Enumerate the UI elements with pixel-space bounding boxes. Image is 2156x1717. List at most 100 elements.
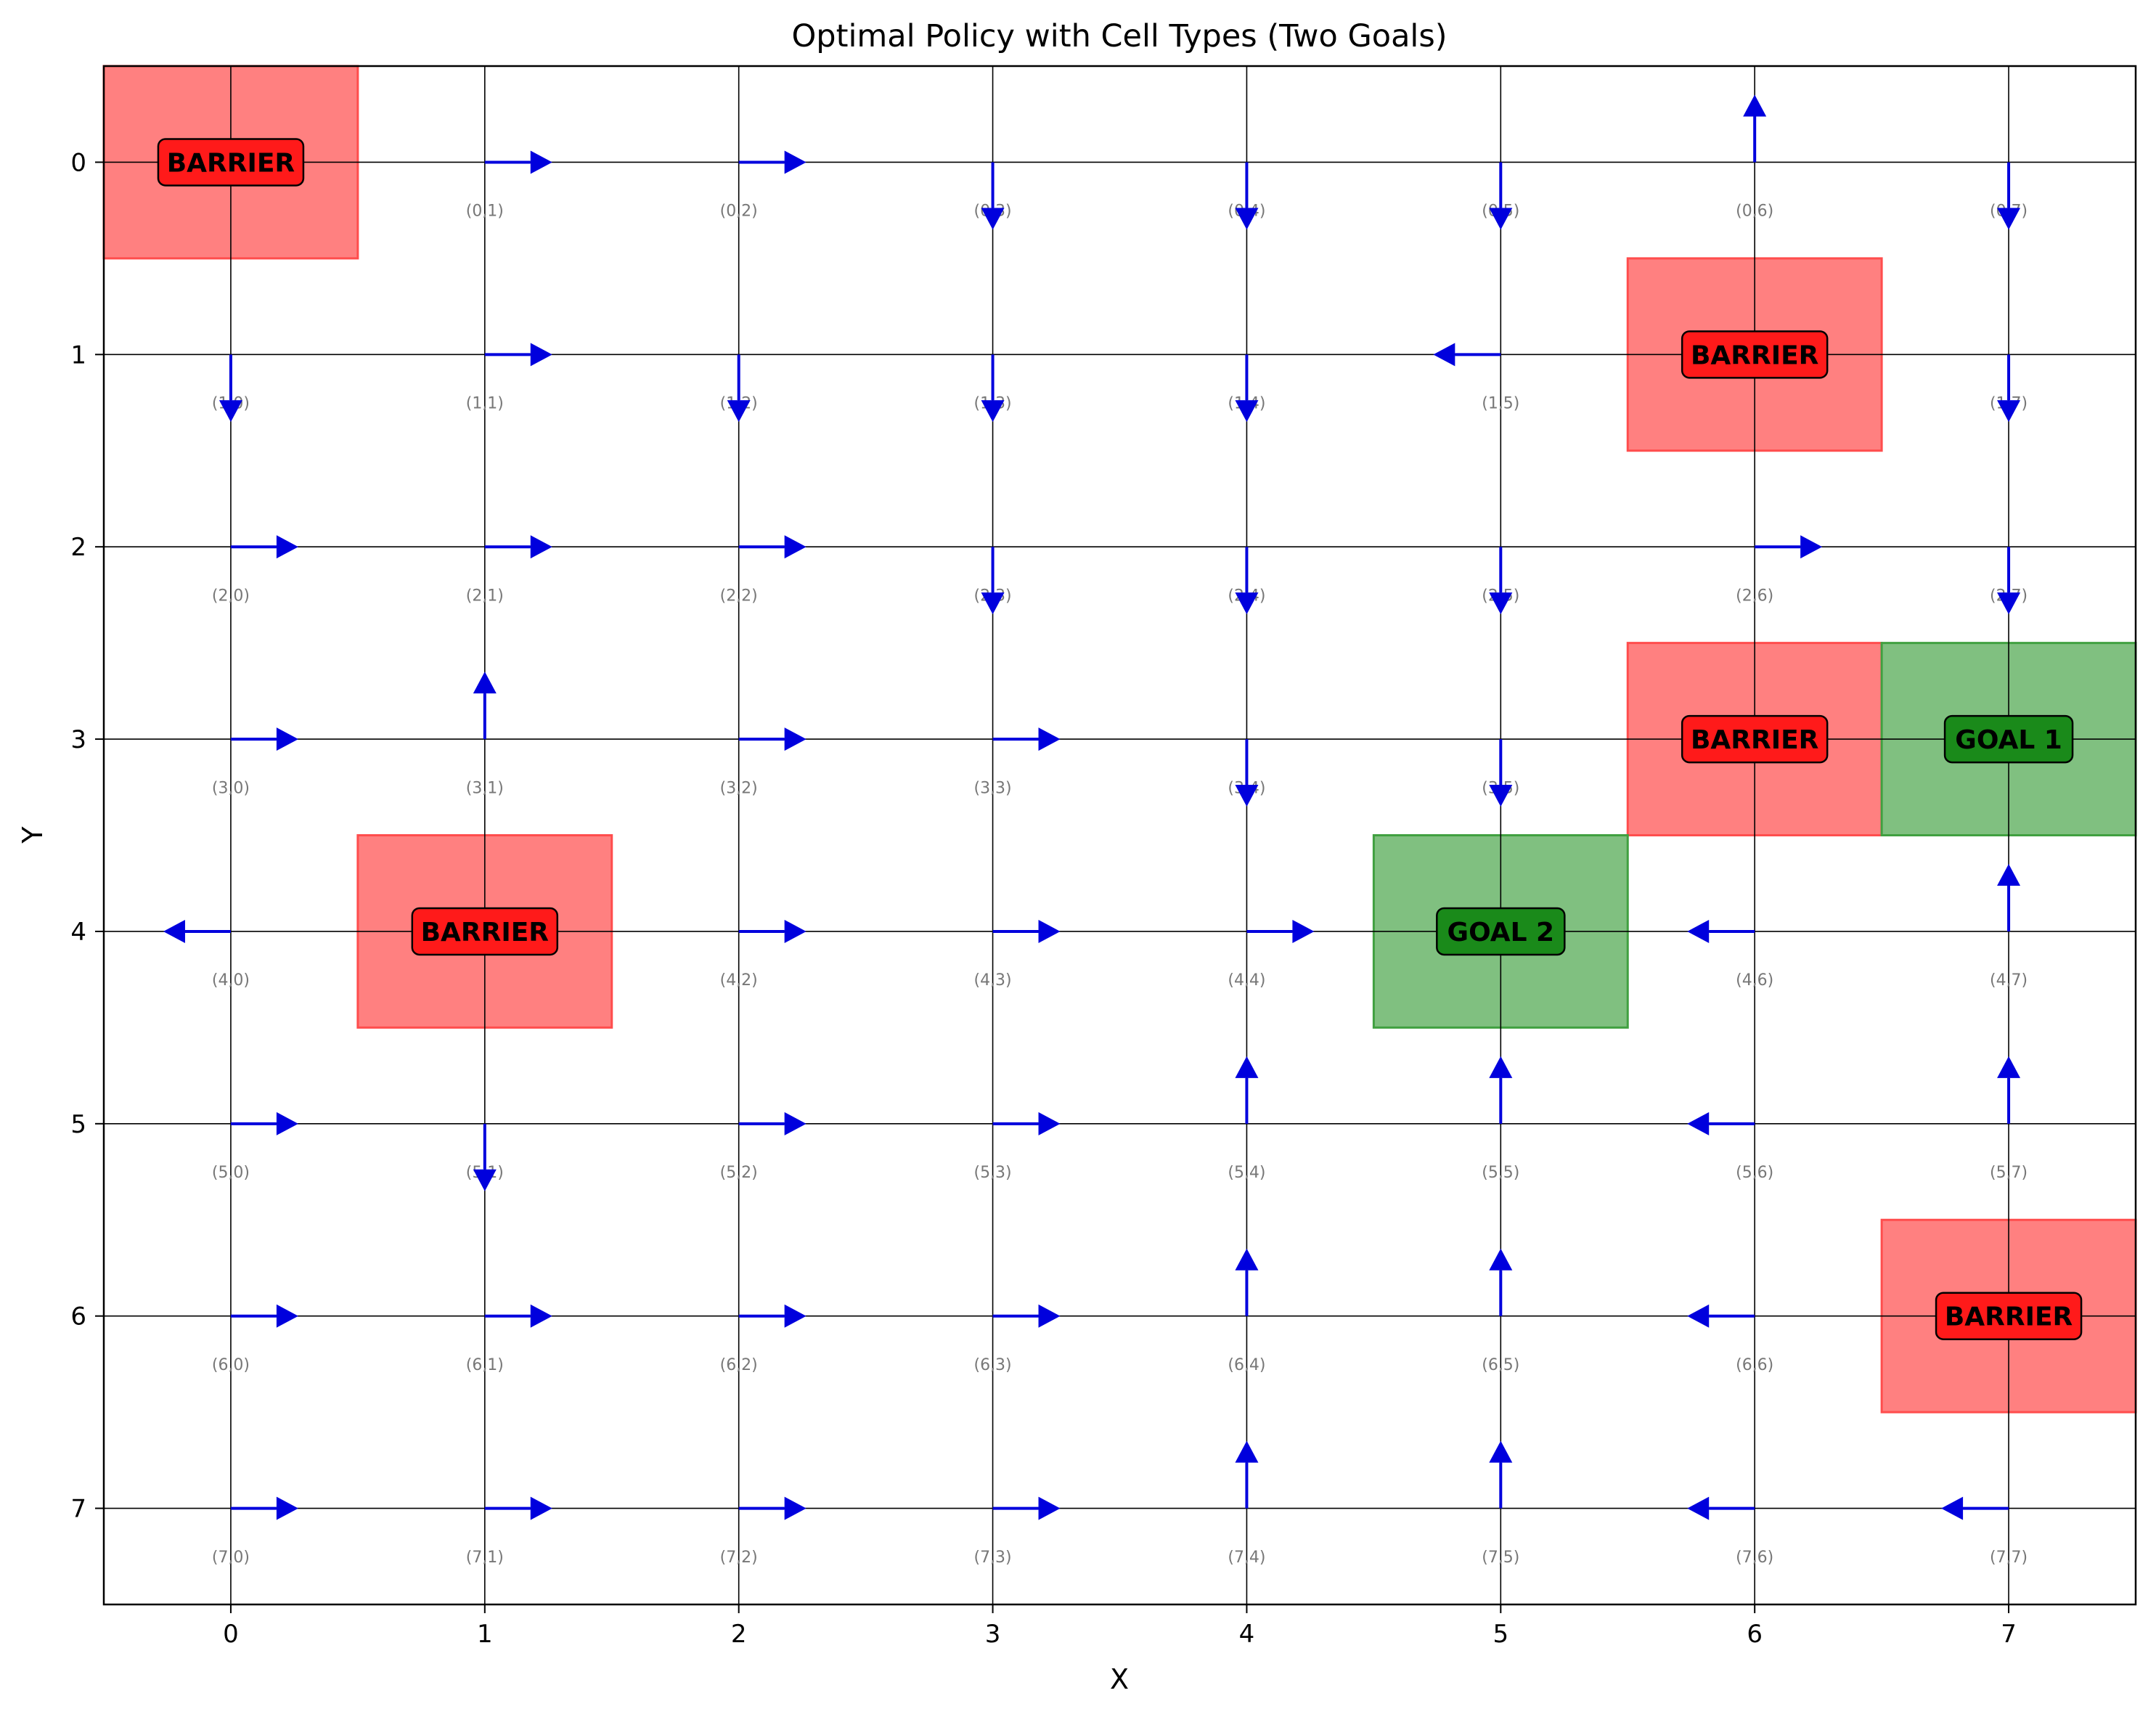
arrow-head <box>276 1112 298 1135</box>
label-text: GOAL 1 <box>1955 725 2062 755</box>
arrow-head <box>1997 1056 2021 1078</box>
chart-title: Optimal Policy with Cell Types (Two Goal… <box>791 18 1447 54</box>
policy-arrow-right <box>738 1496 807 1520</box>
coord-label: (5,0) <box>212 1164 250 1182</box>
arrow-head <box>1235 1440 1259 1463</box>
coord-label: (7,3) <box>973 1549 1011 1567</box>
y-tick-label: 5 <box>70 1110 86 1139</box>
coord-label: (6,6) <box>1736 1356 1773 1374</box>
policy-arrow-right <box>738 727 807 751</box>
policy-arrow-right <box>738 1304 807 1328</box>
coord-label: (2,1) <box>466 587 504 605</box>
policy-arrow-down <box>727 354 751 423</box>
arrow-head <box>1800 535 1823 559</box>
arrow-head <box>1489 1248 1513 1271</box>
policy-arrow-down <box>473 1123 497 1191</box>
y-tick-label: 4 <box>70 918 86 947</box>
y-axis-label: Y <box>17 826 49 844</box>
arrow-head <box>1038 1304 1061 1328</box>
arrow-head <box>981 208 1005 230</box>
label-box <box>1681 714 1829 764</box>
coord-label: (5,3) <box>973 1164 1011 1182</box>
policy-arrow-right <box>484 1304 552 1328</box>
arrow-head <box>784 1304 807 1328</box>
coord-label: (5,6) <box>1736 1164 1773 1182</box>
arrow-head <box>981 592 1005 615</box>
barrier-label: BARRIER <box>1935 1292 2083 1340</box>
arrow-head <box>276 727 298 751</box>
x-tick-label: 4 <box>1239 1620 1255 1649</box>
arrow-head <box>276 1496 298 1520</box>
arrow-head <box>530 1496 552 1520</box>
policy-arrow-down <box>219 354 242 423</box>
policy-arrow-right <box>230 1496 298 1520</box>
label-box <box>157 138 305 187</box>
barrier-label: BARRIER <box>411 907 559 956</box>
plot-frame <box>102 65 2137 1606</box>
label-box <box>411 907 559 956</box>
coord-label: (5,7) <box>1990 1164 2028 1182</box>
arrow-head <box>530 150 552 174</box>
label-text: BARRIER <box>1691 725 1818 755</box>
y-tick-label: 6 <box>70 1302 86 1331</box>
arrow-head <box>1235 208 1259 230</box>
policy-arrow-up <box>473 672 497 740</box>
cell-label-layer: BARRIER BARRIER BARRIER BARRIER BARRIER GOAL … <box>157 138 2083 1340</box>
coord-label: (2,6) <box>1736 587 1773 605</box>
policy-arrow-down <box>981 547 1005 615</box>
arrow-head <box>1997 592 2021 615</box>
barrier-label: BARRIER <box>157 138 305 187</box>
arrow-head <box>1489 1440 1513 1463</box>
policy-arrow-right <box>230 1304 298 1328</box>
arrow-head <box>1292 919 1315 943</box>
arrow-head <box>473 672 497 694</box>
label-text: BARRIER <box>167 148 295 178</box>
goal-label: GOAL 1 <box>1943 714 2074 764</box>
policy-arrow-right <box>992 727 1061 751</box>
x-tick-label: 7 <box>2001 1620 2017 1649</box>
coord-label: (0,6) <box>1736 203 1773 221</box>
policy-arrow-down <box>1489 162 1513 230</box>
policy-arrow-right <box>484 343 552 367</box>
x-tick-label: 5 <box>1493 1620 1508 1649</box>
arrow-head <box>784 1496 807 1520</box>
arrow-head <box>1433 343 1455 367</box>
policy-arrow-left <box>163 919 231 943</box>
policy-arrow-up <box>1235 1056 1259 1124</box>
arrow-head <box>1489 1056 1513 1078</box>
arrow-head <box>530 535 552 559</box>
policy-arrow-up <box>1489 1248 1513 1316</box>
policy-arrow-right <box>230 727 298 751</box>
policy-arrow-down <box>1489 547 1513 615</box>
arrow-head <box>1235 1056 1259 1078</box>
coord-label: (7,0) <box>212 1549 250 1567</box>
coord-label: (3,2) <box>720 779 758 797</box>
label-text: BARRIER <box>1691 340 1818 370</box>
coord-label: (2,2) <box>720 587 758 605</box>
coord-label: (4,3) <box>973 971 1011 990</box>
policy-arrow-right <box>230 535 298 559</box>
coord-label: (6,4) <box>1228 1356 1265 1374</box>
arrow-head <box>1038 919 1061 943</box>
x-tick-label: 2 <box>731 1620 747 1649</box>
arrow-head <box>784 535 807 559</box>
coord-label: (7,5) <box>1482 1549 1519 1567</box>
policy-arrow-left <box>1687 1304 1755 1328</box>
coord-label: (7,4) <box>1228 1549 1265 1567</box>
arrow-head <box>1687 1304 1710 1328</box>
label-box <box>1436 907 1566 956</box>
policy-arrow-right <box>992 1304 1061 1328</box>
coord-label: (7,6) <box>1736 1549 1773 1567</box>
x-tick-label: 1 <box>477 1620 493 1649</box>
policy-arrow-down <box>1997 547 2021 615</box>
policy-arrow-right <box>484 1496 552 1520</box>
policy-arrow-down <box>981 354 1005 423</box>
arrow-head <box>1687 1496 1710 1520</box>
policy-arrow-left <box>1687 919 1755 943</box>
arrow-head <box>163 919 185 943</box>
arrow-head <box>1687 1112 1710 1135</box>
coord-label: (7,1) <box>466 1549 504 1567</box>
coord-label: (3,0) <box>212 779 250 797</box>
coord-label: (6,1) <box>466 1356 504 1374</box>
